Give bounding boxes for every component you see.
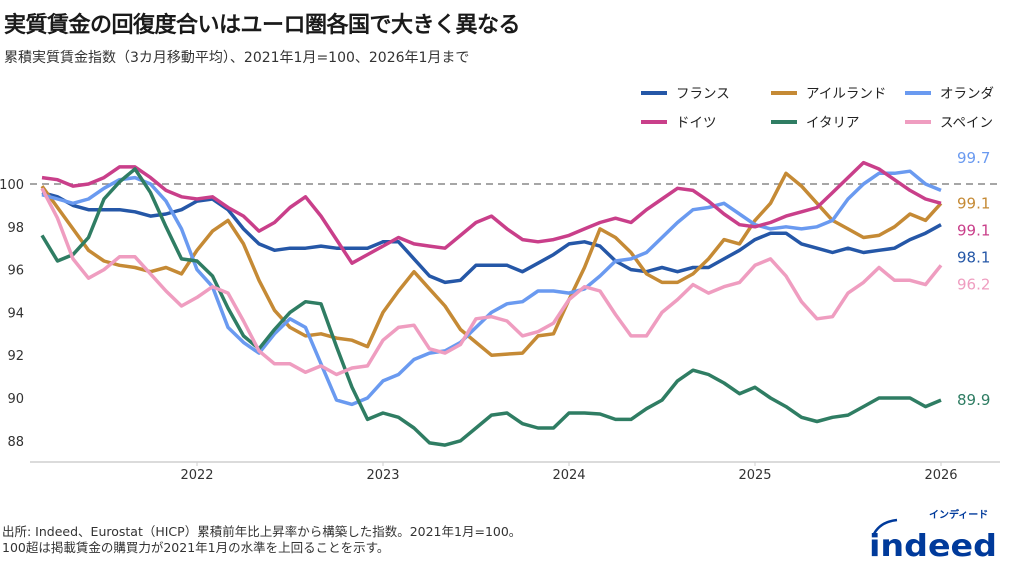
y-tick-label: 100 [0,178,24,193]
y-tick-label: 94 [7,306,24,321]
legend-label: スペイン [940,115,993,131]
end-label: 99.1 [957,221,990,239]
legend-label: オランダ [940,86,994,102]
indeed-logo-mark: indeed インディード [869,508,997,564]
end-label: 98.1 [957,248,990,266]
y-tick-label: 92 [7,349,24,364]
y-tick-label: 98 [7,221,24,236]
chart-subtitle: 累積実質賃金指数（3カ月移動平均）、2021年1月=100、2026年1月まで [4,50,470,66]
series-lines [40,160,943,447]
logo-kana: インディード [929,508,988,521]
x-tick-label: 2023 [366,468,399,483]
indeed-logo: indeed インディード [865,508,1005,564]
legend-label: アイルランド [806,86,886,102]
legend-label: フランス [676,86,730,102]
legend-label: ドイツ [676,115,717,131]
end-label: 99.7 [957,149,990,167]
y-tick-label: 96 [7,264,24,279]
x-tick-label: 2022 [180,468,213,483]
logo-wordmark: indeed [869,529,997,560]
x-tick-label: 2026 [924,468,957,483]
axes: 88 90 92 94 96 98 100 2022 2023 2024 2025 2026 [0,178,1000,483]
x-tick-label: 2025 [738,468,771,483]
end-label: 89.9 [957,391,990,409]
end-label: 96.2 [957,275,990,293]
x-tick-label: 2024 [552,468,585,483]
source-line-2: 100超は掲載賃金の購買力が2021年1月の水準を上回ることを示す。 [2,540,390,555]
series-line-フランス [41,190,942,285]
y-tick-label: 88 [7,435,24,450]
source-note: 出所: Indeed、Eurostat（HICP）累積前年比上昇率から構築した指… [2,524,521,556]
series-line-スペイン [40,187,943,377]
source-line-1: 出所: Indeed、Eurostat（HICP）累積前年比上昇率から構築した指… [2,524,522,539]
y-tick-label: 90 [7,392,24,407]
end-labels: 99.7 99.1 99.1 98.1 96.2 89.9 [957,149,990,409]
series-line-ドイツ [41,160,942,265]
series-line-オランダ [41,169,942,407]
series-line-イタリア [40,167,942,447]
end-label: 99.1 [957,194,990,212]
legend-label: イタリア [806,115,859,131]
chart-title: 実質賃金の回復度合いはユーロ圏各国で大きく異なる [4,13,521,38]
